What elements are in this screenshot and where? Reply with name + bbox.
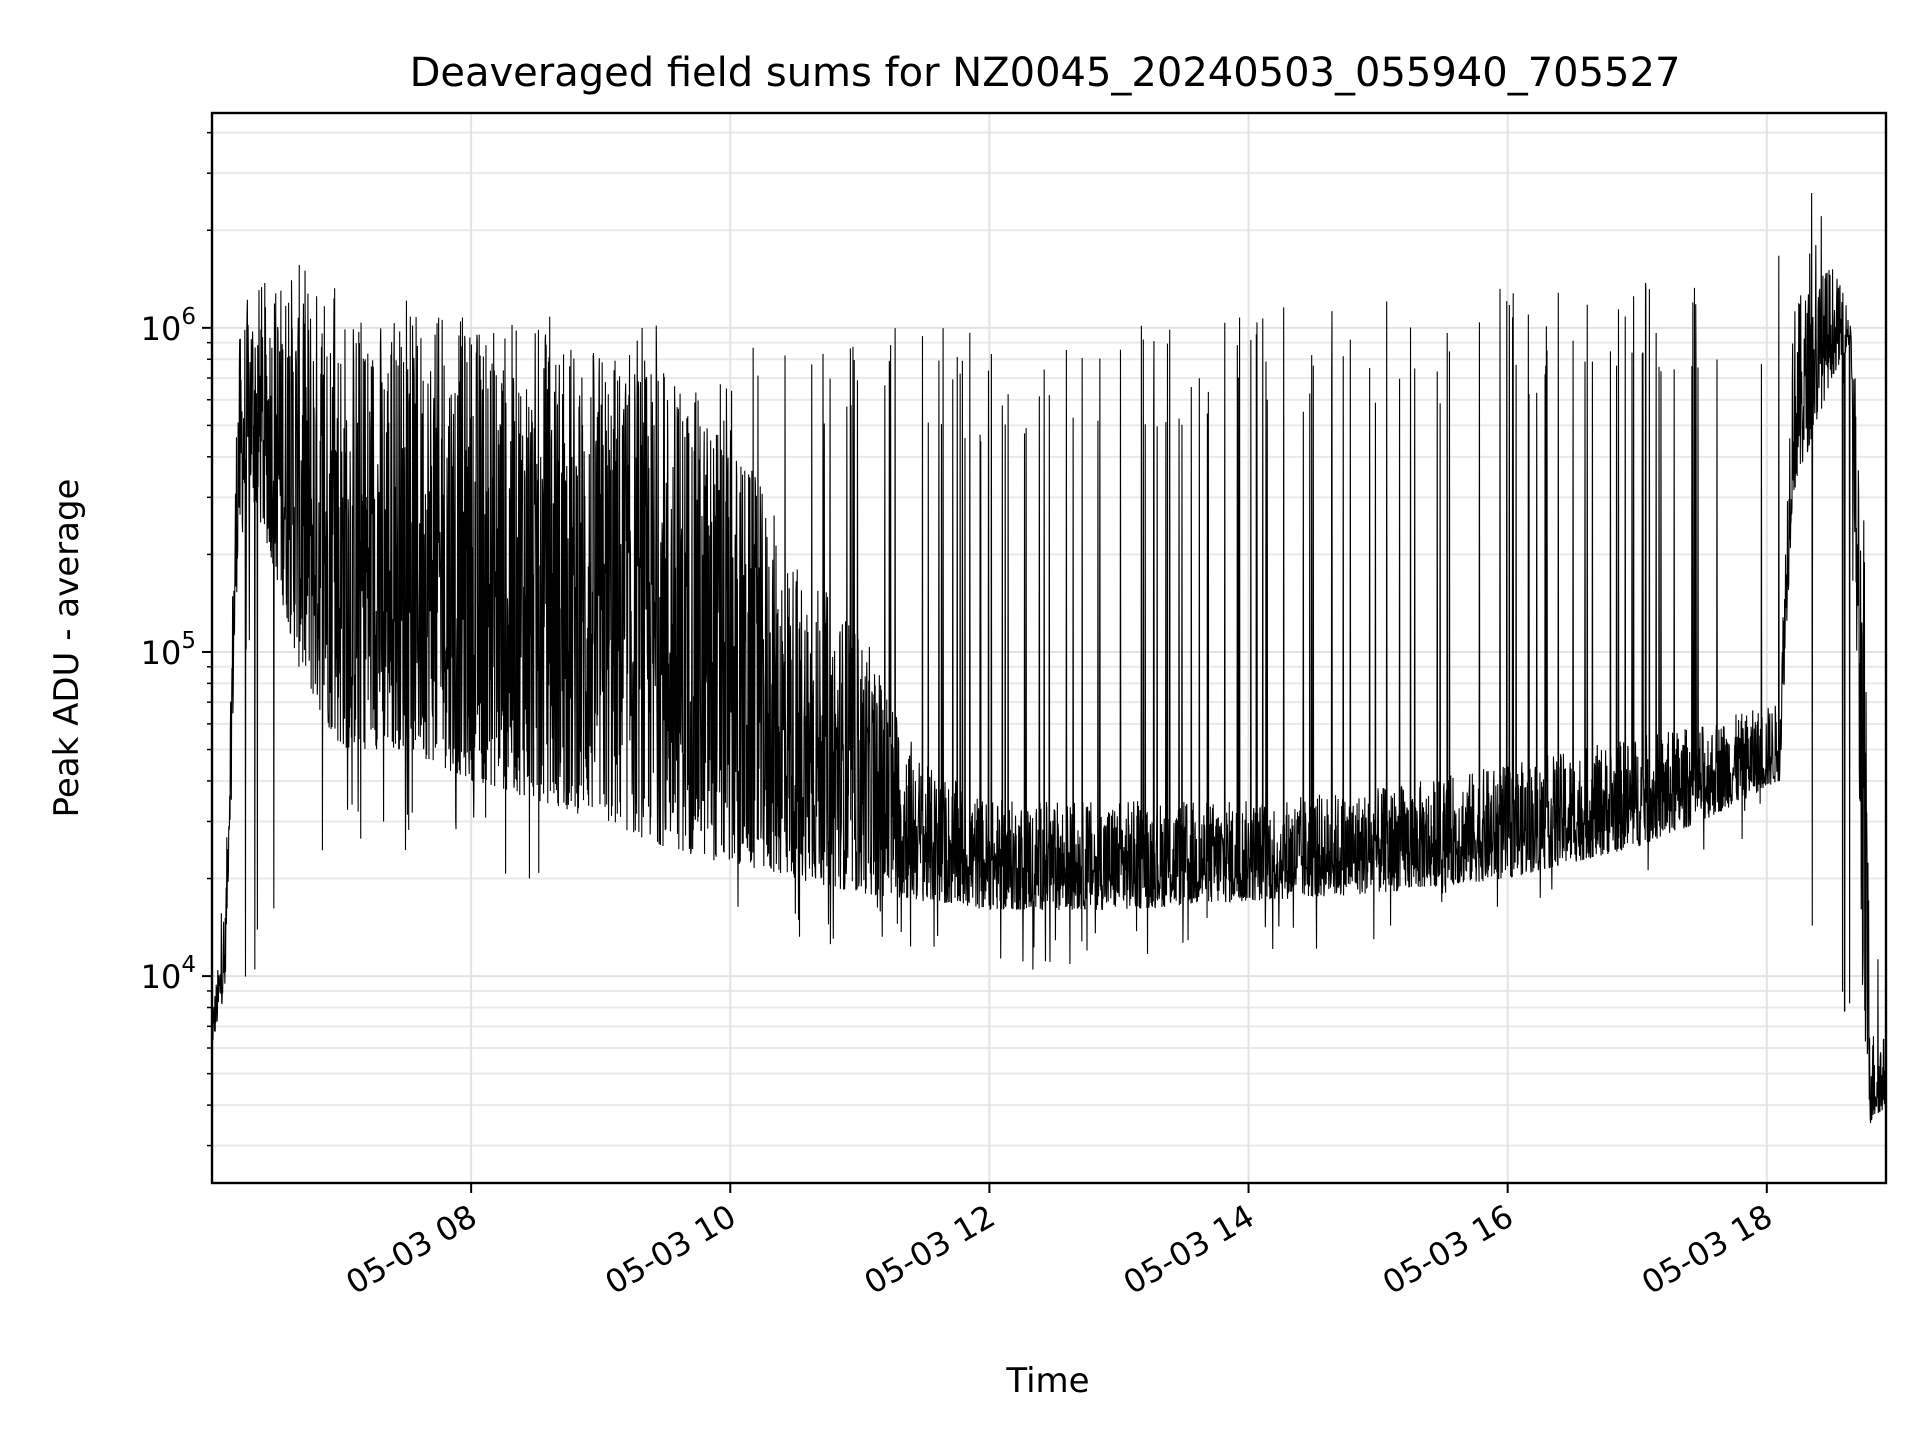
x-axis-label: Time [1005, 1361, 1089, 1401]
series-line [211, 192, 1887, 1124]
plot-frame [210, 111, 1888, 1185]
y-axis: 104 105 106 [141, 131, 212, 1147]
y-axis-label: Peak ADU - average [47, 479, 87, 818]
chart-title: Deaveraged field sums for NZ0045_2024050… [410, 50, 1681, 96]
y-tick-label: 106 [141, 304, 196, 348]
y-tick-label: 105 [141, 628, 196, 672]
series-path [211, 192, 1887, 1124]
y-tick-label: 104 [141, 952, 196, 996]
